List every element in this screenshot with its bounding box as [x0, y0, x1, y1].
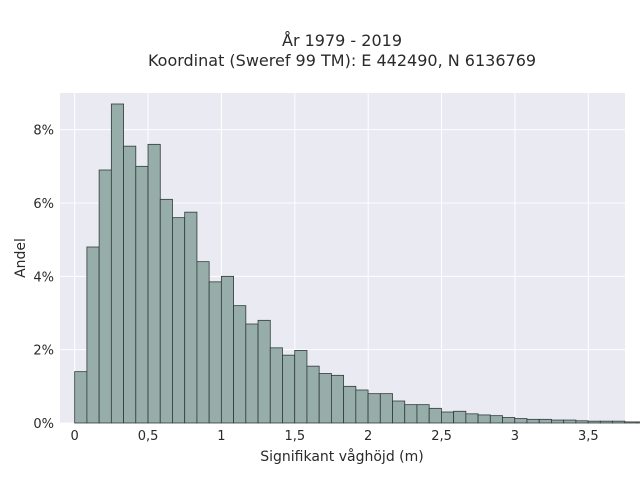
- y-axis-ticks: 0% 2% 4% 6% 8%: [33, 124, 54, 432]
- histogram-bar-40: [563, 419, 577, 424]
- y-tick-label-2: 4%: [33, 270, 54, 285]
- bars: [74, 103, 640, 424]
- histogram-bar-10: [196, 261, 210, 424]
- histogram-bar-41: [575, 420, 589, 424]
- x-tick-label-0: 0: [71, 429, 79, 444]
- y-tick-label-1: 2%: [33, 344, 54, 359]
- histogram-bar-45: [624, 421, 638, 424]
- x-axis-ticks: 0 0,5 1 1,5 2 2,5 3 3,5: [71, 429, 599, 444]
- histogram-bar-8: [172, 217, 186, 424]
- y-tick-label-4: 8%: [33, 124, 54, 139]
- histogram-bar-44: [612, 420, 626, 424]
- histogram-bar-28: [416, 404, 430, 424]
- histogram-bar-15: [257, 319, 271, 424]
- chart-title-line-1: År 1979 - 2019: [282, 31, 402, 50]
- histogram-bar-31: [453, 410, 467, 424]
- histogram-bar-34: [489, 415, 503, 424]
- histogram-bar-4: [123, 145, 137, 424]
- histogram-bar-19: [306, 365, 320, 424]
- x-tick-label-1: 0,5: [138, 429, 159, 444]
- histogram-bar-27: [404, 404, 418, 424]
- x-axis-label: Signifikant våghöjd (m): [260, 448, 423, 465]
- histogram-bar-16: [269, 347, 283, 424]
- histogram-bar-5: [135, 165, 149, 424]
- histogram-bar-9: [184, 211, 198, 424]
- histogram-bar-43: [599, 420, 613, 424]
- histogram-bar-0: [74, 371, 88, 424]
- x-tick-label-3: 1,5: [284, 429, 305, 444]
- histogram-bar-12: [220, 275, 234, 424]
- histogram-bar-23: [355, 389, 369, 424]
- histogram-bar-25: [379, 393, 393, 424]
- histogram-bar-39: [551, 419, 565, 424]
- histogram-bar-6: [147, 143, 161, 424]
- histogram-bar-1: [86, 246, 100, 424]
- histogram-bar-18: [294, 349, 308, 424]
- histogram-bar-2: [98, 169, 112, 424]
- histogram-bar-17: [282, 354, 296, 424]
- histogram-bar-30: [441, 411, 455, 424]
- histogram-bar-29: [428, 407, 442, 424]
- histogram-bar-20: [318, 373, 332, 424]
- histogram-bar-42: [587, 420, 601, 424]
- x-tick-label-4: 2: [364, 429, 372, 444]
- chart-title-line-2: Koordinat (Sweref 99 TM): E 442490, N 61…: [148, 51, 536, 70]
- histogram-bar-21: [330, 374, 345, 424]
- histogram-bar-37: [526, 418, 540, 424]
- histogram-bar-14: [245, 323, 259, 424]
- y-axis-label: Andel: [13, 238, 29, 278]
- histogram-bar-22: [343, 385, 357, 424]
- y-tick-label-3: 6%: [33, 197, 54, 212]
- histogram-bar-3: [110, 103, 124, 424]
- x-tick-label-2: 1: [217, 429, 225, 444]
- histogram-bar-36: [514, 418, 528, 424]
- histogram-bar-33: [477, 414, 491, 424]
- histogram-bar-35: [502, 417, 516, 424]
- histogram-bar-26: [392, 400, 406, 424]
- histogram-bar-38: [538, 418, 552, 424]
- histogram-bar-32: [465, 413, 479, 424]
- histogram-bar-13: [233, 305, 247, 424]
- histogram-bar-7: [159, 198, 173, 424]
- histogram-bar-46: [636, 421, 640, 424]
- histogram-bar-11: [208, 281, 222, 424]
- x-tick-label-6: 3: [511, 429, 519, 444]
- histogram-bar-24: [367, 393, 381, 424]
- x-tick-label-5: 2,5: [431, 429, 452, 444]
- y-tick-label-0: 0%: [33, 417, 54, 432]
- x-tick-label-7: 3,5: [578, 429, 599, 444]
